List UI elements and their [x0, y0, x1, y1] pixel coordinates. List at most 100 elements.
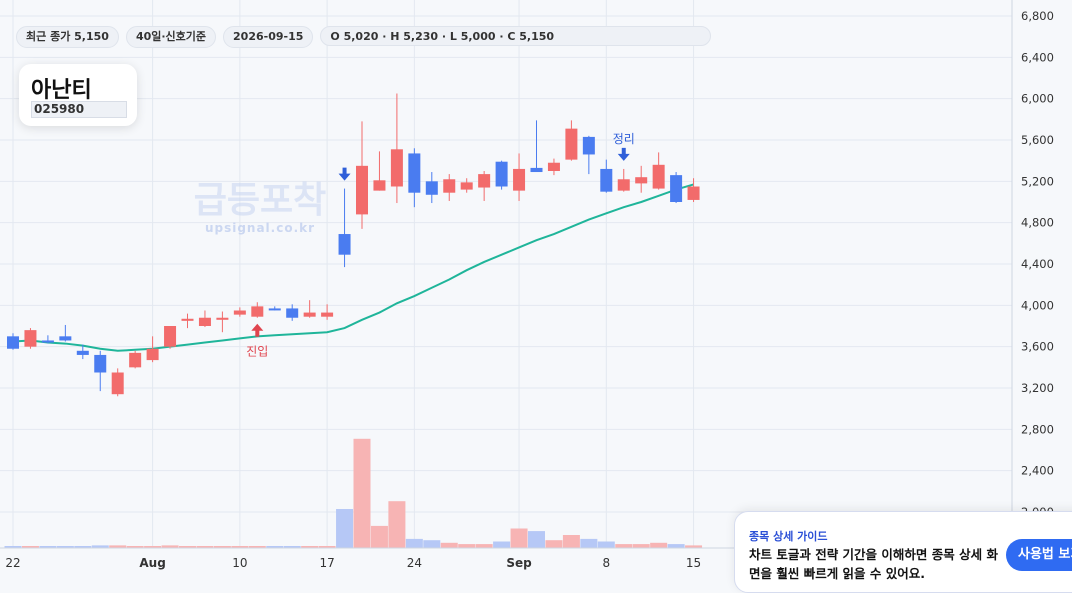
candle — [652, 152, 665, 190]
x-tick-label: 17 — [319, 556, 334, 570]
x-tick-label: Aug — [139, 556, 165, 570]
candle-body — [24, 330, 37, 347]
candle-body — [129, 352, 142, 368]
last-close-badge: 최근 종가 5,150 — [16, 26, 119, 48]
x-tick-label: 10 — [232, 556, 247, 570]
candle — [76, 344, 89, 360]
volume-bar — [56, 546, 74, 548]
candle-body — [443, 179, 456, 193]
candle — [111, 368, 124, 397]
candle — [251, 302, 264, 318]
candle-body — [94, 354, 107, 373]
candle — [198, 310, 211, 328]
candle — [495, 160, 508, 190]
candle — [408, 148, 421, 208]
y-tick-label: 4,800 — [1021, 216, 1054, 230]
candle — [41, 335, 54, 344]
volume-bar — [632, 544, 650, 548]
volume-bar — [493, 541, 511, 548]
moving-average — [12, 183, 694, 352]
volume-bar — [580, 538, 598, 548]
symbol-name: 아난티 — [31, 78, 92, 103]
volume-bar — [74, 546, 92, 548]
candle-body — [164, 326, 177, 347]
candle — [530, 120, 543, 173]
candle-body — [59, 336, 72, 341]
y-tick-label: 5,600 — [1021, 133, 1054, 147]
volume-bar — [4, 546, 22, 548]
guide-body: 차트 토글과 전략 기간을 이해하면 종목 상세 화면을 훨씬 빠르게 읽을 수… — [749, 547, 998, 581]
exit-arrow — [338, 167, 351, 181]
volume-bar — [248, 546, 266, 548]
candle — [373, 151, 386, 191]
ohlc-badge: O 5,020 · H 5,230 · L 5,000 · C 5,150 — [320, 26, 712, 46]
candle — [565, 120, 578, 161]
candle-body — [425, 181, 438, 195]
candle — [617, 168, 630, 192]
candle — [460, 178, 473, 193]
y-tick-label: 4,400 — [1021, 257, 1054, 271]
candle — [478, 171, 491, 201]
volume-bar — [370, 525, 388, 548]
candle-body — [513, 168, 526, 191]
candle — [547, 158, 560, 176]
volume-bar — [144, 546, 162, 548]
chart-toolbar: 최근 종가 5,150 40일·신호기준 2026-09-15 O 5,020 … — [16, 26, 712, 48]
candle-body — [251, 306, 264, 317]
candle-body — [547, 162, 560, 171]
candle-body — [111, 372, 124, 395]
candle-body — [321, 312, 334, 317]
volume-bar — [458, 544, 476, 548]
y-tick-label: 3,600 — [1021, 340, 1054, 354]
y-tick-label: 4,000 — [1021, 298, 1054, 312]
volume-bar — [388, 501, 406, 548]
volume-bars — [4, 438, 703, 548]
volume-bar — [615, 544, 633, 548]
volume-bar — [161, 545, 179, 548]
candle — [268, 306, 281, 311]
candle — [443, 174, 456, 201]
volume-bar — [21, 546, 39, 548]
candle-body — [635, 177, 648, 184]
entry-arrow — [251, 323, 264, 337]
candle — [687, 178, 700, 202]
volume-bar — [39, 546, 57, 548]
candle-body — [530, 167, 543, 173]
x-tick-label: 24 — [407, 556, 422, 570]
period-badge[interactable]: 40일·신호기준 — [125, 26, 217, 48]
candle — [321, 304, 334, 320]
y-tick-label: 6,800 — [1021, 9, 1054, 23]
volume-bar — [336, 509, 354, 548]
candle-body — [495, 161, 508, 187]
chart-grid — [0, 0, 1012, 548]
volume-bar — [667, 544, 685, 548]
candle — [129, 350, 142, 369]
candle-body — [76, 350, 89, 355]
guide-button[interactable]: 사용법 보기 — [1006, 539, 1072, 571]
candle-body — [181, 318, 194, 321]
candle — [425, 172, 438, 204]
candle — [24, 328, 37, 349]
volume-bar — [213, 546, 231, 548]
guide-popup: 종목 상세 가이드 차트 토글과 전략 기간을 이해하면 종목 상세 화면을 훨… — [734, 511, 1072, 593]
x-tick-label: 22 — [5, 556, 20, 570]
candle-body — [338, 234, 351, 255]
volume-bar — [650, 542, 668, 548]
candle-body — [408, 153, 421, 193]
candle-body — [216, 317, 229, 320]
candle — [390, 93, 403, 204]
y-tick-label: 3,200 — [1021, 381, 1054, 395]
volume-bar — [528, 531, 545, 548]
candle-body — [303, 312, 316, 317]
candle-body — [268, 308, 281, 311]
candle-body — [652, 164, 665, 189]
volume-bar — [475, 544, 493, 548]
candle-body — [41, 340, 54, 343]
candle — [286, 304, 299, 321]
candle — [59, 324, 72, 342]
candle — [7, 333, 19, 350]
candle — [303, 300, 316, 318]
candle — [635, 165, 648, 193]
volume-bar — [685, 545, 703, 548]
